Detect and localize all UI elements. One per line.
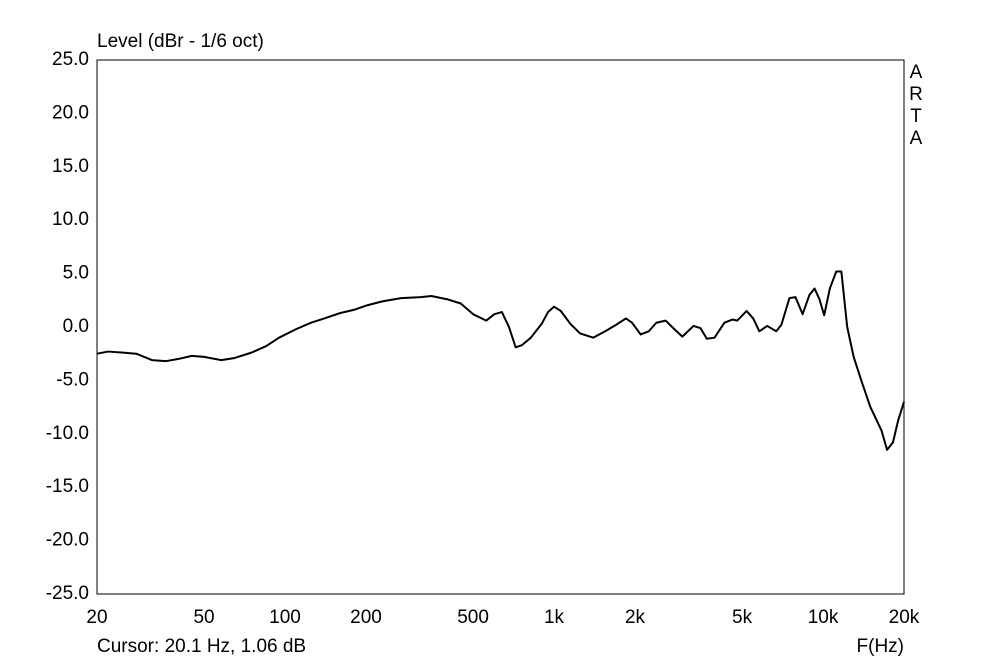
y-tick-label: 5.0 [63, 263, 89, 284]
response-curve [96, 270, 905, 451]
x-tick-label: 10k [808, 607, 839, 628]
brand-letter: A [910, 128, 923, 149]
y-tick-label: 20.0 [52, 102, 89, 123]
x-tick-label: 1k [544, 607, 565, 628]
brand-letter: A [910, 62, 923, 83]
x-tick-label: 20 [86, 607, 107, 628]
x-tick-label: 200 [350, 607, 382, 628]
y-tick-label: -5.0 [56, 369, 89, 390]
y-tick-label: 10.0 [52, 209, 89, 230]
x-tick-label: 5k [732, 607, 753, 628]
y-tick-label: -10.0 [46, 423, 89, 444]
brand-letter: R [909, 84, 923, 105]
x-tick-label: 100 [269, 607, 301, 628]
y-tick-label: 0.0 [63, 316, 89, 337]
chart-title: Level (dBr - 1/6 oct) [97, 31, 264, 52]
y-tick-label: -25.0 [46, 583, 89, 604]
x-axis-label: F(Hz) [857, 636, 904, 657]
x-tick-label: 50 [193, 607, 214, 628]
x-tick-label: 20k [889, 607, 920, 628]
brand-letter: T [910, 106, 922, 127]
y-tick-label: 25.0 [52, 49, 89, 70]
y-tick-label: -20.0 [46, 530, 89, 551]
y-tick-label: 15.0 [52, 156, 89, 177]
plot-frame [96, 59, 905, 595]
cursor-readout: Cursor: 20.1 Hz, 1.06 dB [97, 636, 306, 657]
x-tick-label: 500 [457, 607, 489, 628]
y-tick-label: -15.0 [46, 476, 89, 497]
x-tick-label: 2k [625, 607, 646, 628]
